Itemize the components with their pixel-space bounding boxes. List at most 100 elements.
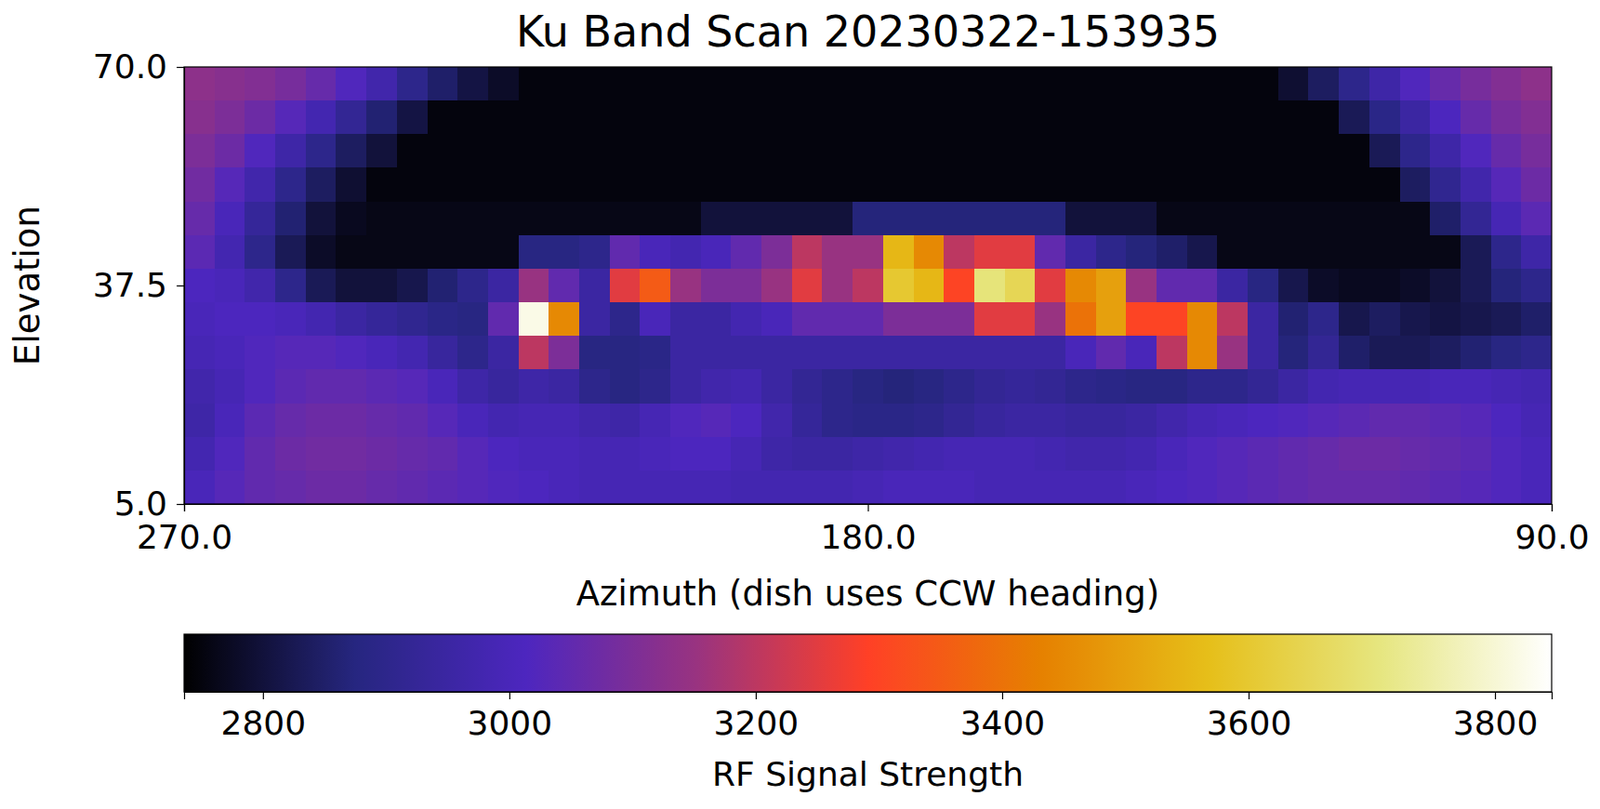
heatmap-cell <box>184 100 215 135</box>
heatmap-cell <box>1247 100 1279 135</box>
heatmap-cell <box>1369 403 1401 438</box>
heatmap-cell <box>1338 133 1370 169</box>
heatmap-cell <box>974 335 1005 371</box>
heatmap-cell <box>852 403 884 438</box>
heatmap-cell <box>821 436 853 472</box>
heatmap-cell <box>974 133 1005 169</box>
heatmap-cell <box>1065 167 1097 202</box>
heatmap-cell <box>700 100 732 135</box>
heatmap-cell <box>1429 436 1461 472</box>
heatmap-cell <box>821 302 853 337</box>
heatmap-cell <box>700 403 732 438</box>
heatmap-cell <box>1156 100 1188 135</box>
heatmap-cell <box>396 268 428 304</box>
heatmap-cell <box>1247 133 1279 169</box>
heatmap-cell <box>609 66 641 102</box>
tick-mark <box>184 503 186 512</box>
heatmap-cell <box>639 167 671 202</box>
heatmap-cell <box>1065 268 1097 304</box>
heatmap-cell <box>275 369 306 404</box>
heatmap-cell <box>1278 100 1310 135</box>
heatmap-cell <box>1187 66 1218 102</box>
heatmap-cell <box>1187 335 1218 371</box>
heatmap-cell <box>913 268 945 304</box>
heatmap-cell <box>214 66 246 102</box>
heatmap-cell <box>1187 470 1218 504</box>
heatmap-cell <box>548 403 580 438</box>
heatmap-cell <box>1065 66 1097 102</box>
heatmap-cell <box>275 167 306 202</box>
heatmap-cell <box>852 302 884 337</box>
heatmap-cell <box>821 66 853 102</box>
heatmap-cell <box>1156 302 1188 337</box>
heatmap-cell <box>943 302 975 337</box>
heatmap-cell <box>1429 470 1461 504</box>
heatmap-cell <box>244 369 276 404</box>
heatmap-cell <box>1400 268 1431 304</box>
heatmap-cell <box>1460 403 1492 438</box>
heatmap-cell <box>1096 369 1127 404</box>
tick-mark <box>176 66 185 68</box>
heatmap-cell <box>244 201 276 237</box>
heatmap-cell <box>275 403 306 438</box>
heatmap-cell <box>305 201 337 237</box>
heatmap-cell <box>366 167 397 202</box>
tick-label: 3400 <box>960 703 1046 742</box>
heatmap-cell <box>214 302 246 337</box>
heatmap-cell <box>335 66 367 102</box>
heatmap-cell <box>1429 369 1461 404</box>
heatmap-cell <box>913 436 945 472</box>
heatmap-cell <box>457 201 489 237</box>
heatmap-cell <box>792 335 823 371</box>
heatmap-cell <box>1460 66 1492 102</box>
tick-mark <box>176 503 185 505</box>
heatmap-cell <box>700 369 732 404</box>
heatmap-cell <box>1308 403 1339 438</box>
heatmap-cell <box>1520 100 1552 135</box>
heatmap-cell <box>335 133 367 169</box>
heatmap-cell <box>396 100 428 135</box>
heatmap-cell <box>488 268 519 304</box>
heatmap-cell <box>1400 436 1431 472</box>
heatmap-cell <box>1216 66 1248 102</box>
heatmap-cell <box>366 100 397 135</box>
heatmap-cell <box>457 335 489 371</box>
heatmap-cell <box>1338 302 1370 337</box>
heatmap-cell <box>700 268 732 304</box>
tick: 3000 <box>467 691 554 742</box>
heatmap-cell <box>639 235 671 270</box>
heatmap-cell <box>852 436 884 472</box>
heatmap-cell <box>184 470 215 504</box>
heatmap-cell <box>579 436 610 472</box>
heatmap-cell <box>1216 167 1248 202</box>
heatmap-cell <box>974 100 1005 135</box>
heatmap-cell <box>1429 235 1461 270</box>
heatmap-cell <box>396 335 428 371</box>
title: Ku Band Scan 20230322-153935 <box>515 6 1220 57</box>
heatmap-cell <box>488 201 519 237</box>
heatmap-cell <box>1187 403 1218 438</box>
heatmap-cell <box>244 133 276 169</box>
heatmap-cell <box>730 302 762 337</box>
heatmap-cell <box>1096 167 1127 202</box>
heatmap-cell <box>335 436 367 472</box>
heatmap-cell <box>1308 201 1339 237</box>
heatmap-cell <box>488 369 519 404</box>
heatmap-cell <box>792 436 823 472</box>
heatmap-cell <box>639 470 671 504</box>
heatmap-cell <box>913 302 945 337</box>
heatmap-cell <box>305 167 337 202</box>
heatmap-cell <box>427 302 459 337</box>
heatmap-cell <box>427 167 459 202</box>
heatmap-cell <box>1429 302 1461 337</box>
heatmap-cell <box>883 302 914 337</box>
heatmap-cell <box>305 470 337 504</box>
heatmap-cell <box>184 133 215 169</box>
heatmap-cell <box>792 167 823 202</box>
heatmap-cell <box>700 335 732 371</box>
heatmap-cell <box>639 66 671 102</box>
heatmap-cell <box>1278 201 1310 237</box>
heatmap-cell <box>852 66 884 102</box>
heatmap-cell <box>1156 470 1188 504</box>
heatmap-cell <box>670 369 701 404</box>
